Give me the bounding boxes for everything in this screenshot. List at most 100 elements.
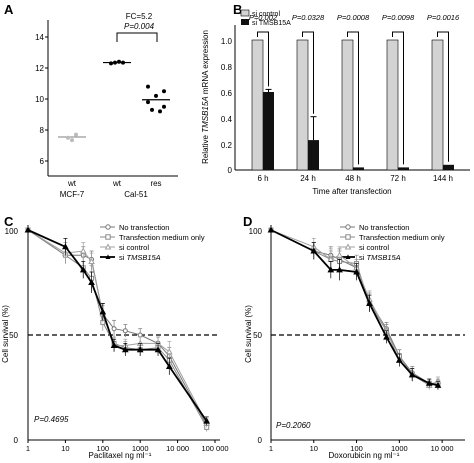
legend-label-si-tmsb15a: si TMSB15A	[119, 253, 161, 262]
x-tick-label: 6 h	[257, 174, 268, 183]
series-line	[270, 229, 438, 384]
panel-a-p-label: P=0.004	[124, 22, 155, 31]
data-point	[154, 346, 162, 353]
panel-a-bracket	[116, 32, 158, 42]
data-point	[353, 268, 360, 275]
bar-si-tmsb15a	[308, 140, 319, 170]
series-line	[27, 229, 208, 428]
data-point	[165, 362, 173, 369]
panel-b-ytick-0.8: 0.8	[221, 63, 233, 72]
panel-d-x-ticks: 1 10 100 1000 10 000	[269, 440, 454, 453]
panel-d: D 100 50 0 Cell survival (%) Doxorubicin…	[243, 214, 465, 460]
data-point	[110, 341, 118, 348]
legend-marker-medium-only	[345, 234, 351, 240]
panel-d-data	[267, 226, 442, 390]
panel-b-axes: 0 0.2 0.4 0.6 0.8 1.0 Relative TMSB15A m…	[201, 25, 470, 196]
panel-c-ytick-100: 100	[5, 227, 19, 236]
data-point	[24, 226, 32, 233]
panel-a-point	[121, 60, 125, 65]
panel-a-group-mcf7: MCF-7	[60, 190, 85, 199]
panel-a-ytick-10: 10	[35, 95, 44, 104]
legend-label-si-control: si control	[119, 243, 149, 252]
legend-label-si-control: si control	[252, 11, 280, 18]
p-bracket	[392, 31, 404, 165]
legend-marker-si-tmsb15a	[105, 254, 111, 259]
p-value-label: P=0.0098	[382, 13, 415, 22]
legend-label-no-transfection: No transfection	[119, 223, 169, 232]
x-tick-label: 10	[310, 444, 318, 453]
panel-b-ytick-0.2: 0.2	[221, 141, 233, 150]
data-point	[336, 251, 343, 258]
series-line	[270, 229, 439, 386]
panel-d-x-label: Doxorubicin ng ml⁻¹	[329, 451, 400, 460]
panel-c: C 100 50 0 Cell survival (%) Paclitaxel …	[1, 214, 229, 460]
panel-c-data	[24, 226, 211, 432]
data-point	[137, 332, 143, 338]
p-bracket	[347, 31, 359, 165]
data-point	[99, 308, 107, 315]
data-point	[336, 266, 343, 273]
data-point	[165, 348, 173, 355]
panel-a-axes: 14 12 10 8 6 wt wt res MCF-7 Cal-51	[35, 20, 178, 199]
panel-b-ytick-0.4: 0.4	[221, 115, 233, 124]
panel-c-x-label: Paclitaxel ng ml⁻¹	[89, 451, 152, 460]
panel-a-point	[158, 109, 162, 114]
x-tick-label: 10	[61, 444, 69, 453]
p-bracket	[302, 31, 314, 114]
bar-si-control	[431, 39, 444, 171]
panel-b-legend: si control si TMSB15A	[240, 9, 291, 27]
bar-si-control	[296, 39, 309, 171]
panel-c-ytick-0: 0	[14, 436, 19, 445]
legend-label-medium-only: Transfection medium only	[359, 233, 445, 242]
panel-a-point	[146, 84, 150, 89]
panel-c-y-label: Cell survival (%)	[1, 305, 10, 363]
panel-a-point	[162, 89, 166, 94]
p-value-label: P=0.0328	[292, 13, 325, 22]
p-value-label: P=0.0008	[337, 13, 370, 22]
legend-label-si-tmsb15a: si TMSB15A	[359, 253, 401, 262]
panel-a-xtick-wt-cal51: wt	[112, 179, 122, 188]
panel-a-letter: A	[4, 2, 14, 17]
data-point	[79, 266, 87, 273]
p-value-label: P=0.0016	[427, 13, 460, 22]
data-point	[310, 247, 318, 254]
panel-a-point	[117, 59, 121, 64]
panel-b-y-label-post: mRNA expression	[201, 30, 210, 96]
x-tick-label: 1	[269, 444, 273, 453]
panel-d-ytick-0: 0	[258, 436, 263, 445]
series-line	[27, 229, 208, 422]
panel-d-legend: No transfection Transfection medium only…	[340, 223, 445, 262]
panel-b-ytick-0.6: 0.6	[221, 89, 233, 98]
panel-c-letter: C	[4, 214, 14, 229]
panel-a-point	[66, 135, 70, 140]
x-tick-label: 1000	[132, 444, 149, 453]
legend-label-si-prefix: si	[359, 253, 367, 262]
series-line	[270, 229, 439, 386]
panel-b-data: P=0.002 6 h P=0.0328 24 h P=0.0008 48 h P=0.00…	[249, 13, 460, 183]
panel-a-group-cal51: Cal-51	[124, 190, 148, 199]
panel-c-legend: No transfection Transfection medium only…	[100, 223, 205, 262]
panel-b-ytick-0: 0	[228, 166, 233, 175]
panel-a-fc-label: FC=5.2	[126, 12, 153, 21]
x-tick-label: 1	[26, 444, 30, 453]
data-point	[136, 346, 144, 353]
data-point	[425, 379, 433, 386]
legend-label-si-gene: TMSB15A	[367, 253, 401, 262]
panel-c-p-value: P=0.4695	[34, 415, 69, 424]
x-tick-label: 1000	[391, 444, 408, 453]
legend-label-si-tmsb15a: si TMSB15A	[252, 20, 291, 27]
panel-b-ytick-1.0: 1.0	[221, 37, 233, 46]
panel-a-point	[154, 93, 158, 98]
x-tick-label: 100	[350, 444, 363, 453]
bar-si-tmsb15a	[398, 167, 409, 170]
bar-si-control	[341, 39, 354, 171]
panel-b: B 0 0.2 0.4 0.6 0.8 1.0 Relative TMSB15A…	[201, 2, 470, 196]
bar-si-tmsb15a	[443, 164, 454, 170]
legend-label-si-gene: TMSB15A	[127, 253, 161, 262]
panel-b-y-label-pre: Relative	[201, 133, 210, 164]
p-bracket	[257, 31, 269, 87]
panel-c-axes: 100 50 0 Cell survival (%) Paclitaxel ng…	[1, 225, 220, 460]
p-bracket	[437, 31, 449, 162]
panel-a-point	[162, 104, 166, 109]
